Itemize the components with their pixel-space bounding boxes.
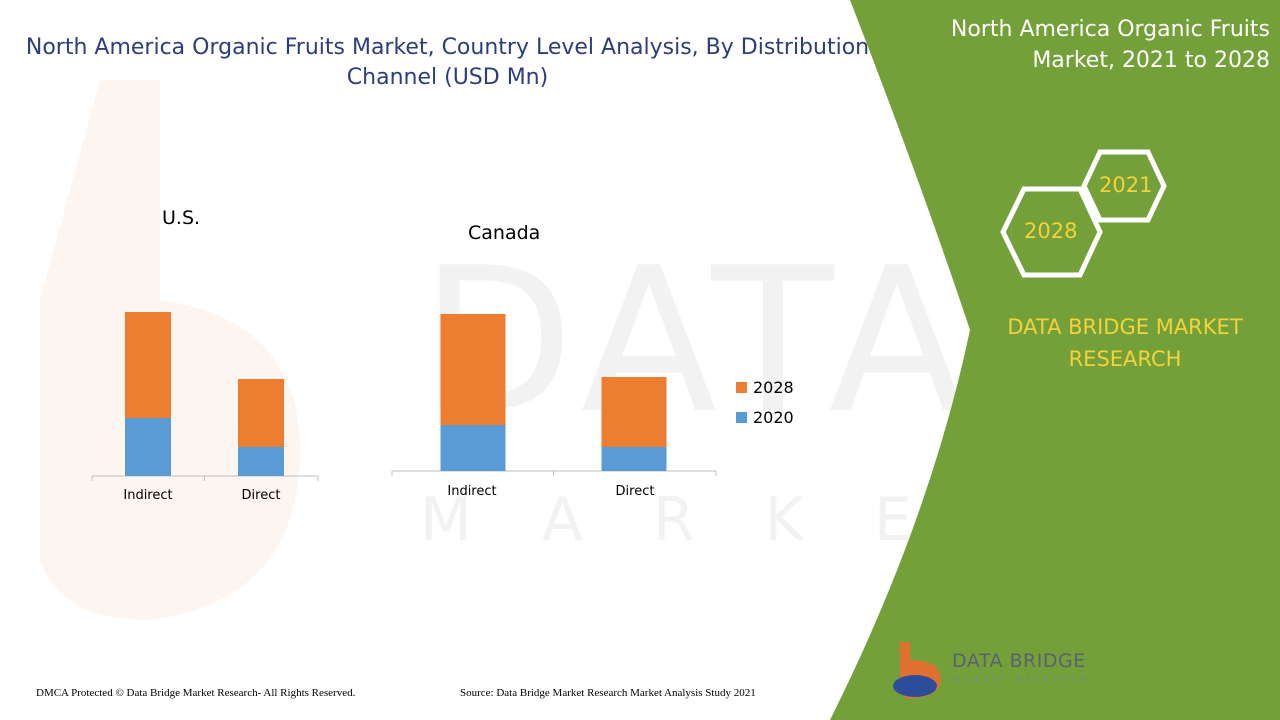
chart-canada-bar-direct-2028 [601,377,667,447]
chart-canada-title: Canada [468,222,541,244]
chart-canada-bar-indirect-2020 [440,425,506,471]
footer-source: Source: Data Bridge Market Research Mark… [460,687,756,699]
hexagon-2021 [1081,149,1167,223]
logo-mark [893,642,941,699]
chart-us-bar-indirect-2028 [125,312,171,418]
chart-us-category-direct: Direct [241,488,281,503]
chart-canada-bar-direct-2020 [601,447,667,471]
legend-item-2028: 2028 [736,372,794,402]
chart-canada-category-direct: Direct [615,484,655,499]
chart-us-category-indirect: Indirect [123,488,173,503]
hex-label-2021: 2021 [1099,173,1153,197]
legend-label-2028: 2028 [753,377,794,397]
chart-canada-bar-indirect-2028 [440,314,506,425]
legend-label-2020: 2020 [753,407,794,427]
legend-swatch-2020 [736,411,747,423]
hex-label-2028: 2028 [1024,219,1078,243]
chart-us-title: U.S. [162,207,201,229]
chart-us-bar-direct-2028 [238,379,284,447]
legend: 2028 2020 [736,372,794,432]
logo-name: DATA BRIDGE [952,650,1086,672]
logo-tagline: MARKET RESEARCH [954,676,1091,684]
chart-us-bar-indirect-2020 [125,418,171,476]
brand-name: DATA BRIDGE MARKET RESEARCH [1007,315,1243,371]
chart-us-bar-direct-2020 [238,447,284,476]
page-title: North America Organic Fruits Market, Cou… [25,35,870,90]
legend-swatch-2028 [736,381,747,393]
chart-canada-category-indirect: Indirect [447,484,497,499]
side-panel [830,0,1280,720]
side-panel-title: North America Organic Fruits Market, 202… [950,17,1270,73]
hexagon-2028 [1000,186,1103,278]
footer-copyright: DMCA Protected © Data Bridge Market Rese… [36,687,356,699]
legend-item-2020: 2020 [736,402,794,432]
